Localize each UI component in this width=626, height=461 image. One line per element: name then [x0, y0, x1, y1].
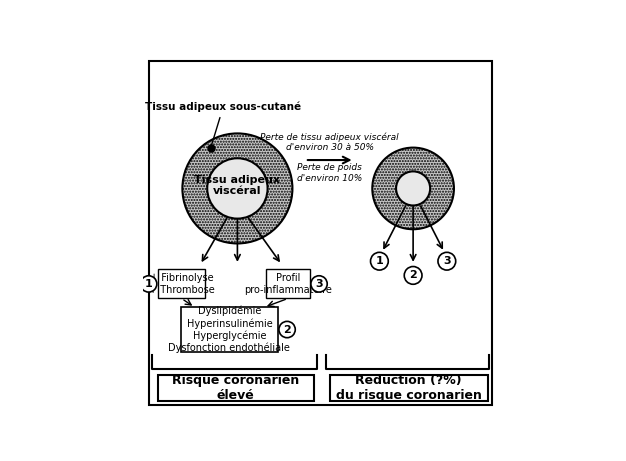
Circle shape	[311, 276, 327, 292]
Circle shape	[404, 266, 422, 284]
Text: 1: 1	[145, 279, 153, 289]
Text: Perte de poids
d'environ 10%: Perte de poids d'environ 10%	[297, 164, 362, 183]
Bar	[181, 307, 278, 352]
Circle shape	[182, 133, 292, 243]
Circle shape	[396, 171, 430, 206]
Bar	[158, 269, 205, 298]
Text: Tissu adipeux sous-cutané: Tissu adipeux sous-cutané	[145, 101, 301, 145]
Text: 3: 3	[316, 279, 323, 289]
Circle shape	[140, 276, 157, 292]
Circle shape	[207, 158, 267, 219]
Text: 3: 3	[443, 256, 451, 266]
Text: Risque coronarien
élevé: Risque coronarien élevé	[172, 374, 299, 402]
Circle shape	[372, 148, 454, 229]
Text: Tissu adipeux
viscéral: Tissu adipeux viscéral	[195, 175, 280, 196]
Bar	[266, 269, 310, 298]
Text: Dyslipidémie
Hyperinsulinémie
Hyperglycémie
Dysfonction endothéliale: Dyslipidémie Hyperinsulinémie Hyperglycé…	[168, 306, 290, 353]
Text: Réduction (?%)
du risque coronarien: Réduction (?%) du risque coronarien	[336, 374, 481, 402]
Bar	[158, 375, 314, 402]
Text: Perte de tissu adipeux viscéral
d'environ 30 à 50%: Perte de tissu adipeux viscéral d'enviro…	[260, 132, 399, 152]
Text: Profil
pro-inflammatoire: Profil pro-inflammatoire	[244, 273, 332, 295]
Bar	[330, 375, 488, 402]
Text: 2: 2	[409, 271, 417, 280]
Text: 1: 1	[376, 256, 383, 266]
Circle shape	[438, 252, 456, 270]
Circle shape	[279, 321, 295, 338]
Text: 2: 2	[283, 325, 291, 335]
Circle shape	[371, 252, 388, 270]
Text: ↓ Fibrinolyse
↑ Thrombose: ↓ Fibrinolyse ↑ Thrombose	[148, 273, 214, 295]
